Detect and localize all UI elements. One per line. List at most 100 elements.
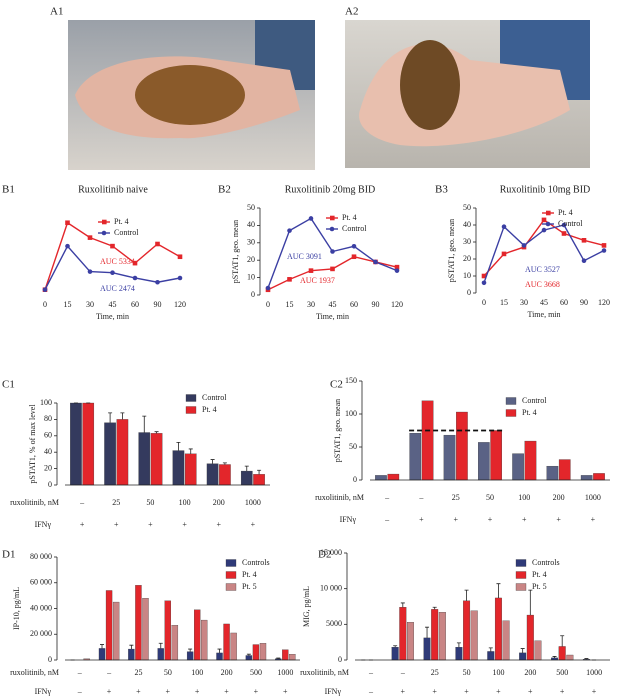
legend-marker <box>102 219 107 225</box>
panel-label: A1 <box>50 6 63 18</box>
x-tick-label: 45 <box>540 298 548 307</box>
x-tick-label: + <box>401 687 406 696</box>
x-tick-label: 100 <box>179 498 191 507</box>
legend-swatch <box>515 583 527 591</box>
marker <box>65 243 70 249</box>
y-tick-label: 20 <box>463 254 471 263</box>
x-tick-label: 45 <box>329 300 337 309</box>
error-bar <box>222 462 227 465</box>
bar <box>470 610 478 661</box>
bar <box>387 473 400 481</box>
legend-label: Pt. 5 <box>242 582 257 591</box>
annotation: AUC 3527 <box>525 265 560 274</box>
x-tick-label: – <box>77 668 83 677</box>
x-tick-label: – <box>79 498 85 507</box>
x-tick-label: 120 <box>598 298 610 307</box>
bar <box>128 648 135 661</box>
error-bar <box>244 465 249 472</box>
x-tick-label: 30 <box>520 298 528 307</box>
error-bar <box>120 412 125 420</box>
bar <box>157 648 164 661</box>
marker <box>501 251 507 257</box>
y-tick-label: 50 <box>247 203 255 212</box>
bar <box>494 597 502 661</box>
x-axis-label: Time, min <box>316 312 349 321</box>
x-tick-label: + <box>148 520 153 529</box>
error-bar <box>584 658 589 660</box>
marker <box>351 254 357 260</box>
x-tick-label: – <box>418 493 424 502</box>
bar <box>409 432 422 481</box>
legend-swatch <box>515 571 527 579</box>
legend-marker <box>101 230 107 236</box>
marker <box>265 285 271 291</box>
legend-label: Pt. 4 <box>242 570 257 579</box>
legend-swatch <box>225 559 237 567</box>
x-tick-label: + <box>114 520 119 529</box>
x-tick-label: 200 <box>221 668 233 677</box>
error-bar <box>464 589 469 601</box>
marker <box>330 266 335 272</box>
bar <box>524 440 537 481</box>
marker <box>394 264 400 270</box>
legend-label: Pt. 4 <box>558 208 573 217</box>
bar <box>558 459 571 481</box>
bar <box>526 614 534 661</box>
error-bar <box>217 648 222 653</box>
bar <box>116 419 129 486</box>
annotation: AUC 3668 <box>525 280 560 289</box>
bar <box>593 473 605 481</box>
bar <box>172 450 185 486</box>
x-tick-label: – <box>368 687 374 696</box>
row-label: IFNγ <box>340 515 357 524</box>
x-tick-label: 0 <box>43 300 47 309</box>
annotation: AUC 2474 <box>100 284 135 293</box>
marker <box>87 269 93 274</box>
marker <box>561 222 567 228</box>
y-tick-label: 10 <box>247 272 255 281</box>
bar <box>443 434 456 481</box>
bar <box>219 464 231 486</box>
y-tick-label: 15 000 <box>320 548 342 557</box>
legend-label: Pt. 4 <box>342 213 357 222</box>
y-tick-label: 0 <box>338 655 342 664</box>
row-label: ruxolitinib, nM <box>315 493 364 502</box>
y-tick-label: 0 <box>353 475 357 484</box>
bar <box>406 622 414 661</box>
error-bar <box>188 648 193 652</box>
y-axis-label: MIG, pg/mL <box>302 586 311 627</box>
bar <box>421 400 434 481</box>
y-tick-label: 40 <box>44 447 52 456</box>
marker <box>308 216 314 221</box>
legend-label: Pt. 5 <box>532 582 547 591</box>
y-axis-label: pSTAT1, geo. mean <box>333 399 342 462</box>
bar <box>82 402 95 486</box>
x-tick-label: 1000 <box>586 668 602 677</box>
x-tick-label: + <box>136 687 141 696</box>
y-tick-label: 20 000 <box>30 629 52 638</box>
bar <box>105 590 113 661</box>
x-tick-label: 60 <box>350 300 358 309</box>
marker <box>601 248 607 253</box>
x-tick-label: 0 <box>482 298 486 307</box>
row-label: IFNγ <box>35 520 52 529</box>
x-tick-label: + <box>80 520 85 529</box>
panel-label: B3 <box>435 184 448 196</box>
marker <box>581 258 587 264</box>
legend-label: Pt. 4 <box>114 217 129 226</box>
x-tick-label: + <box>107 687 112 696</box>
bar <box>490 430 502 481</box>
x-tick-label: 500 <box>250 668 262 677</box>
marker <box>65 220 70 226</box>
marker <box>177 254 183 260</box>
legend-swatch <box>505 409 517 417</box>
y-tick-label: 0 <box>48 655 52 664</box>
x-tick-label: 50 <box>146 498 154 507</box>
legend-label: Pt. 4 <box>532 570 547 579</box>
x-tick-label: 15 <box>64 300 72 309</box>
x-tick-label: 25 <box>112 498 120 507</box>
marker <box>177 275 183 281</box>
bar <box>245 655 253 661</box>
bar <box>150 433 163 486</box>
x-tick-label: 100 <box>492 668 504 677</box>
